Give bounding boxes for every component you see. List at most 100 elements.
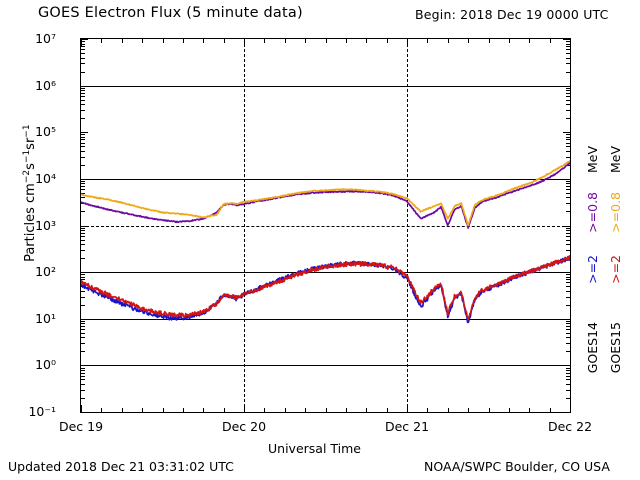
y-minor-tick — [81, 258, 85, 260]
y-major-tick — [81, 365, 88, 367]
y-minor-tick — [566, 134, 570, 136]
y-minor-tick — [81, 235, 85, 237]
y-major-tick — [563, 39, 570, 40]
gridline-solid — [81, 365, 570, 367]
y-minor-tick — [566, 232, 570, 234]
y-minor-tick — [566, 142, 570, 144]
y-minor-tick — [81, 90, 85, 92]
y-minor-tick — [566, 296, 570, 298]
chart-title: GOES Electron Flux (5 minute data) — [38, 5, 303, 21]
legend-column-goes15: GOES15 >=2 >=0.8 MeV — [608, 140, 625, 410]
y-minor-tick — [566, 156, 570, 158]
x-minor-tick — [386, 408, 388, 412]
gridline-dashed — [81, 225, 570, 227]
y-minor-tick — [566, 87, 570, 89]
legend: GOES14 >=2 >=0.8 MeV GOES15 >=2 >=0.8 Me… — [585, 140, 640, 410]
y-minor-tick — [566, 244, 570, 246]
x-minor-tick — [284, 39, 286, 43]
x-minor-tick — [223, 408, 225, 412]
y-minor-tick — [81, 230, 85, 232]
y-minor-tick — [566, 337, 570, 339]
y-tick-label: 10³ — [35, 217, 56, 233]
x-minor-tick — [284, 408, 286, 412]
y-minor-tick — [566, 279, 570, 281]
y-minor-tick — [81, 139, 85, 141]
y-tick-label: 10⁰ — [35, 357, 56, 373]
y-minor-tick — [81, 379, 85, 381]
y-minor-tick — [566, 118, 570, 120]
x-tick-label: Dec 21 — [384, 419, 430, 434]
y-tick-label: 10¹ — [35, 310, 56, 326]
y-minor-tick — [81, 239, 85, 241]
y-major-tick — [81, 132, 88, 134]
x-minor-tick — [508, 39, 510, 43]
plot-area — [80, 38, 571, 413]
y-minor-tick — [81, 369, 85, 371]
y-tick-label: 10² — [35, 264, 56, 280]
y-major-tick — [81, 318, 88, 320]
x-minor-tick — [468, 39, 470, 43]
legend-goes14-unit: MeV — [585, 146, 600, 174]
x-minor-tick — [101, 39, 103, 43]
legend-goes15-unit: MeV — [608, 146, 623, 174]
y-tick-label: 10⁴ — [35, 170, 56, 186]
trace-goes14-0-8-mev — [81, 161, 570, 229]
y-minor-tick — [566, 136, 570, 138]
x-major-tick — [81, 405, 82, 412]
y-minor-tick — [566, 110, 570, 111]
y-minor-tick — [566, 304, 570, 306]
y-minor-tick — [566, 367, 570, 369]
y-minor-tick — [81, 156, 85, 158]
y-minor-tick — [566, 183, 570, 185]
y-minor-tick — [81, 63, 85, 65]
y-minor-tick — [566, 329, 570, 331]
y-minor-tick — [81, 276, 85, 278]
y-minor-tick — [566, 286, 570, 288]
y-minor-tick — [566, 146, 570, 148]
y-minor-tick — [81, 142, 85, 144]
x-minor-tick — [121, 408, 123, 412]
y-minor-tick — [81, 279, 85, 281]
x-major-tick — [570, 405, 571, 412]
y-minor-tick — [81, 46, 85, 48]
y-minor-tick — [81, 323, 85, 325]
y-minor-tick — [566, 150, 570, 152]
y-minor-tick — [81, 110, 85, 111]
y-minor-tick — [81, 337, 85, 339]
y-major-tick — [563, 318, 570, 320]
y-major-tick — [81, 178, 88, 180]
x-minor-tick — [162, 39, 164, 43]
y-tick-label: 10⁻¹ — [28, 404, 56, 419]
x-minor-tick — [529, 39, 531, 43]
x-minor-tick — [203, 39, 205, 43]
x-minor-tick — [305, 39, 307, 43]
x-tick-label: Dec 20 — [221, 419, 267, 434]
y-minor-tick — [566, 230, 570, 232]
y-minor-tick — [81, 244, 85, 246]
y-minor-tick — [566, 235, 570, 237]
y-minor-tick — [81, 181, 85, 182]
y-minor-tick — [81, 71, 85, 73]
x-minor-tick — [529, 408, 531, 412]
y-minor-tick — [81, 146, 85, 148]
y-minor-tick — [566, 43, 570, 45]
y-minor-tick — [81, 203, 85, 205]
x-minor-tick — [264, 408, 266, 412]
gridline-solid — [81, 272, 570, 274]
x-minor-tick — [366, 39, 368, 43]
x-minor-tick — [142, 408, 144, 412]
y-minor-tick — [566, 197, 570, 199]
y-minor-tick — [566, 375, 570, 377]
y-minor-tick — [81, 375, 85, 377]
x-minor-tick — [101, 408, 103, 412]
y-minor-tick — [81, 343, 85, 345]
y-minor-tick — [81, 118, 85, 120]
y-major-tick — [81, 85, 88, 87]
y-minor-tick — [81, 296, 85, 298]
x-minor-tick — [305, 408, 307, 412]
y-major-tick — [563, 365, 570, 367]
x-minor-tick — [386, 39, 388, 43]
y-tick-label: 10⁵ — [35, 124, 56, 140]
y-minor-tick — [81, 320, 85, 322]
